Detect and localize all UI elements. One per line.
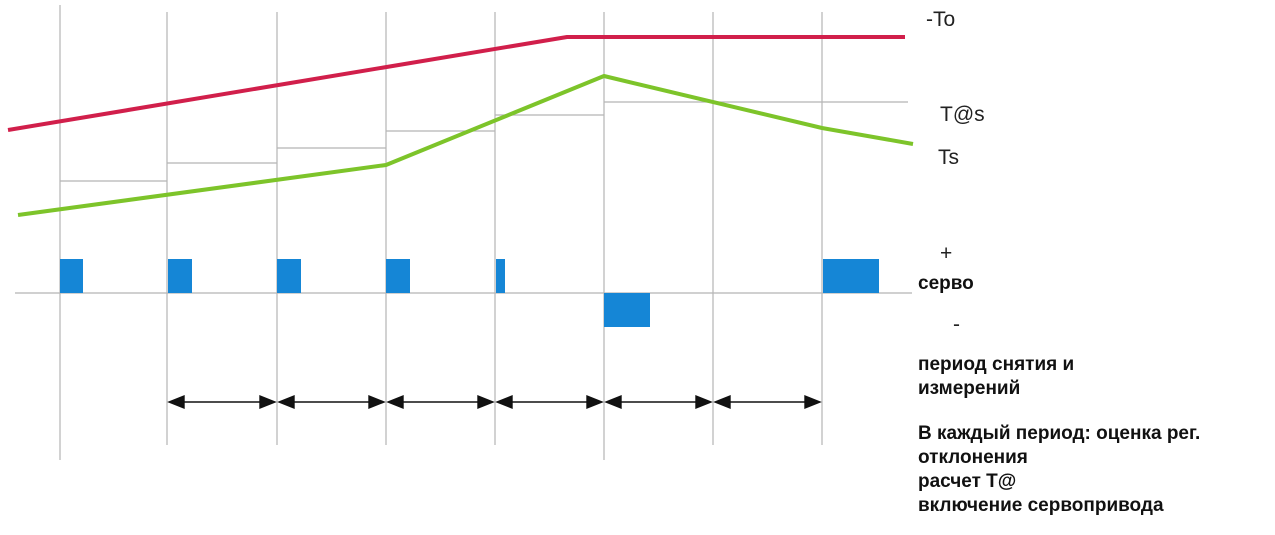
arrow-head-right-icon (259, 394, 277, 410)
period-grid (59, 5, 823, 460)
arrow-head-right-icon (586, 394, 604, 410)
note-line: включение сервопривода (918, 495, 1164, 516)
servo-pulse (496, 259, 505, 293)
label-t-at-s: T@s (940, 103, 985, 126)
servo-pulse (823, 259, 879, 293)
to-line (7, 35, 905, 132)
label-period-line: измерений (918, 378, 1021, 399)
servo-pulses (60, 259, 879, 327)
arrow-head-left-icon (167, 394, 185, 410)
period-arrows (167, 394, 822, 410)
servo-pulse (168, 259, 192, 293)
period-actions-note: В каждый период: оценка рег. отклонения … (918, 422, 1200, 518)
arrow-head-right-icon (477, 394, 495, 410)
note-line: В каждый период: оценка рег. (918, 423, 1201, 444)
arrow-head-right-icon (368, 394, 386, 410)
arrow-head-right-icon (804, 394, 822, 410)
label-period-line: период снятия и (918, 354, 1075, 375)
arrow-head-left-icon (386, 394, 404, 410)
servo-pulse (277, 259, 301, 293)
arrow-head-left-icon (495, 394, 513, 410)
label-ts: Ts (938, 146, 959, 169)
servo-pulse (60, 259, 83, 293)
label-to: -To (926, 8, 956, 31)
label-plus: + (940, 242, 953, 265)
note-line: отклонения (918, 447, 1028, 468)
arrow-head-left-icon (713, 394, 731, 410)
arrow-head-left-icon (277, 394, 295, 410)
ts-line (17, 74, 914, 217)
note-line: расчет Т@ (918, 471, 1017, 492)
label-period: период снятия и измерений (918, 353, 1074, 401)
label-minus: - (953, 313, 960, 336)
servo-pulse (604, 293, 650, 327)
servo-pulse (386, 259, 410, 293)
arrow-head-left-icon (604, 394, 622, 410)
t-at-s-steps (60, 101, 908, 182)
arrow-head-right-icon (695, 394, 713, 410)
label-servo: серво (918, 273, 974, 294)
